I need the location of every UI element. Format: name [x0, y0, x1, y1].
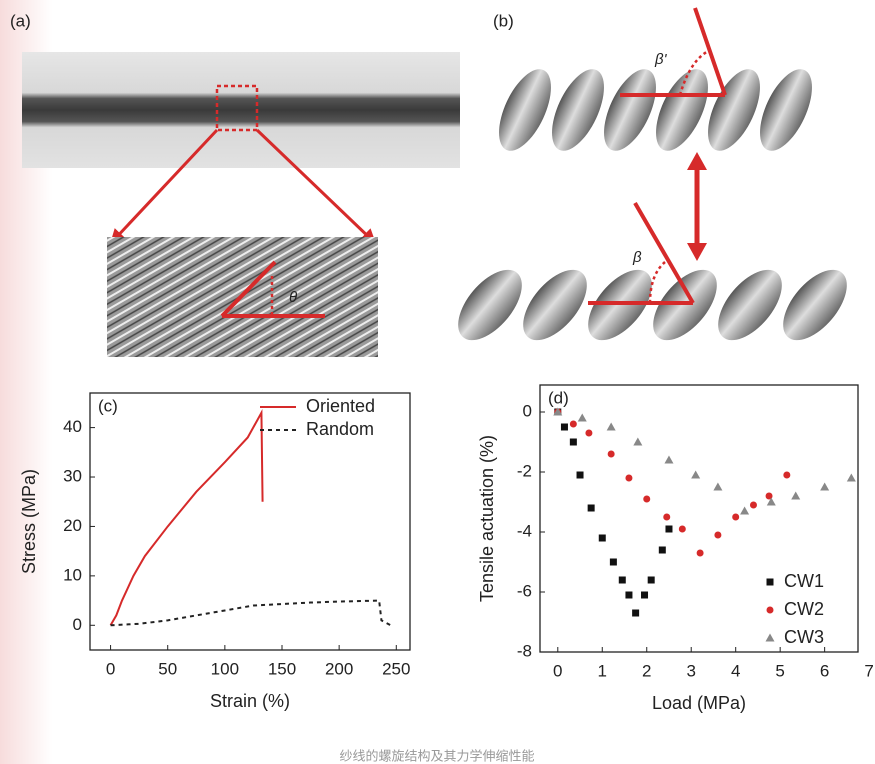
plot-frame	[89, 392, 411, 651]
point	[569, 438, 577, 446]
point	[569, 420, 577, 428]
x-tick-label: 1	[598, 661, 607, 680]
y-tick-label: 20	[63, 516, 82, 535]
point	[625, 474, 633, 482]
angle-label: θ	[289, 289, 297, 306]
point	[663, 513, 671, 521]
y-tick-label: 0	[523, 401, 532, 420]
x-tick-label: 150	[268, 659, 296, 678]
angle-label: β	[632, 249, 642, 266]
point	[643, 495, 651, 503]
y-tick-label: -8	[517, 641, 532, 660]
point	[633, 437, 643, 446]
point	[696, 549, 704, 557]
series-line	[110, 599, 392, 627]
panel-label: (c)	[98, 396, 118, 415]
panel-label: (a)	[10, 11, 31, 30]
point	[641, 591, 649, 599]
x-tick-label: 3	[686, 661, 695, 680]
legend-swatch	[765, 633, 775, 642]
y-tick-label: -6	[517, 581, 532, 600]
point	[607, 450, 615, 458]
point	[713, 482, 723, 491]
y-tick-label: -4	[517, 521, 532, 540]
point	[820, 482, 830, 491]
point	[609, 558, 617, 566]
x-tick-label: 50	[158, 659, 177, 678]
x-tick-label: 4	[731, 661, 740, 680]
legend-label: CW3	[784, 627, 824, 647]
point	[766, 497, 776, 506]
panel-label: (b)	[493, 11, 514, 30]
x-tick-label: 7	[864, 661, 873, 680]
point	[665, 525, 673, 533]
y-tick-label: 10	[63, 565, 82, 584]
y-tick-label: 40	[63, 417, 82, 436]
x-axis-label: Load (MPa)	[652, 693, 746, 713]
point	[691, 470, 701, 479]
double-arrow	[687, 152, 707, 261]
x-tick-label: 6	[820, 661, 829, 680]
caption: 纱线的螺旋结构及其力学伸缩性能	[339, 748, 534, 763]
point	[732, 513, 740, 521]
point	[587, 504, 595, 512]
legend-label: Random	[306, 419, 374, 439]
point	[618, 576, 626, 584]
series-line	[109, 408, 264, 626]
point	[714, 531, 722, 539]
point	[576, 471, 584, 479]
legend-label: Oriented	[306, 396, 375, 416]
x-tick-label: 250	[382, 659, 410, 678]
x-tick-label: 200	[325, 659, 353, 678]
point	[749, 501, 757, 509]
x-axis-label: Strain (%)	[210, 691, 290, 711]
angle-label: β'	[654, 51, 668, 68]
point	[625, 591, 633, 599]
y-tick-label: 30	[63, 467, 82, 486]
point	[647, 576, 655, 584]
point	[553, 407, 563, 416]
y-tick-label: -2	[517, 461, 532, 480]
legend-swatch	[766, 606, 774, 614]
point	[606, 422, 616, 431]
plot-frame	[539, 384, 859, 653]
point	[678, 525, 686, 533]
x-tick-label: 2	[642, 661, 651, 680]
point	[791, 491, 801, 500]
legend-swatch	[766, 578, 774, 586]
point	[846, 473, 856, 482]
photo-a	[22, 52, 460, 357]
helix-bottom	[458, 201, 847, 341]
x-tick-label: 5	[775, 661, 784, 680]
point	[664, 455, 674, 464]
point	[783, 471, 791, 479]
point	[765, 492, 773, 500]
point	[598, 534, 606, 542]
helix-top	[499, 7, 812, 151]
legend-label: CW2	[784, 599, 824, 619]
point	[658, 546, 666, 554]
x-tick-label: 0	[553, 661, 562, 680]
y-axis-label: Tensile actuation (%)	[477, 435, 497, 602]
y-tick-label: 0	[73, 615, 82, 634]
legend-label: CW1	[784, 571, 824, 591]
x-tick-label: 100	[211, 659, 239, 678]
panel-label: (d)	[548, 388, 569, 407]
point	[560, 423, 568, 431]
point	[632, 609, 640, 617]
point	[577, 413, 587, 422]
y-axis-label: Stress (MPa)	[19, 469, 39, 574]
point	[740, 506, 750, 515]
x-tick-label: 0	[106, 659, 115, 678]
point	[585, 429, 593, 437]
